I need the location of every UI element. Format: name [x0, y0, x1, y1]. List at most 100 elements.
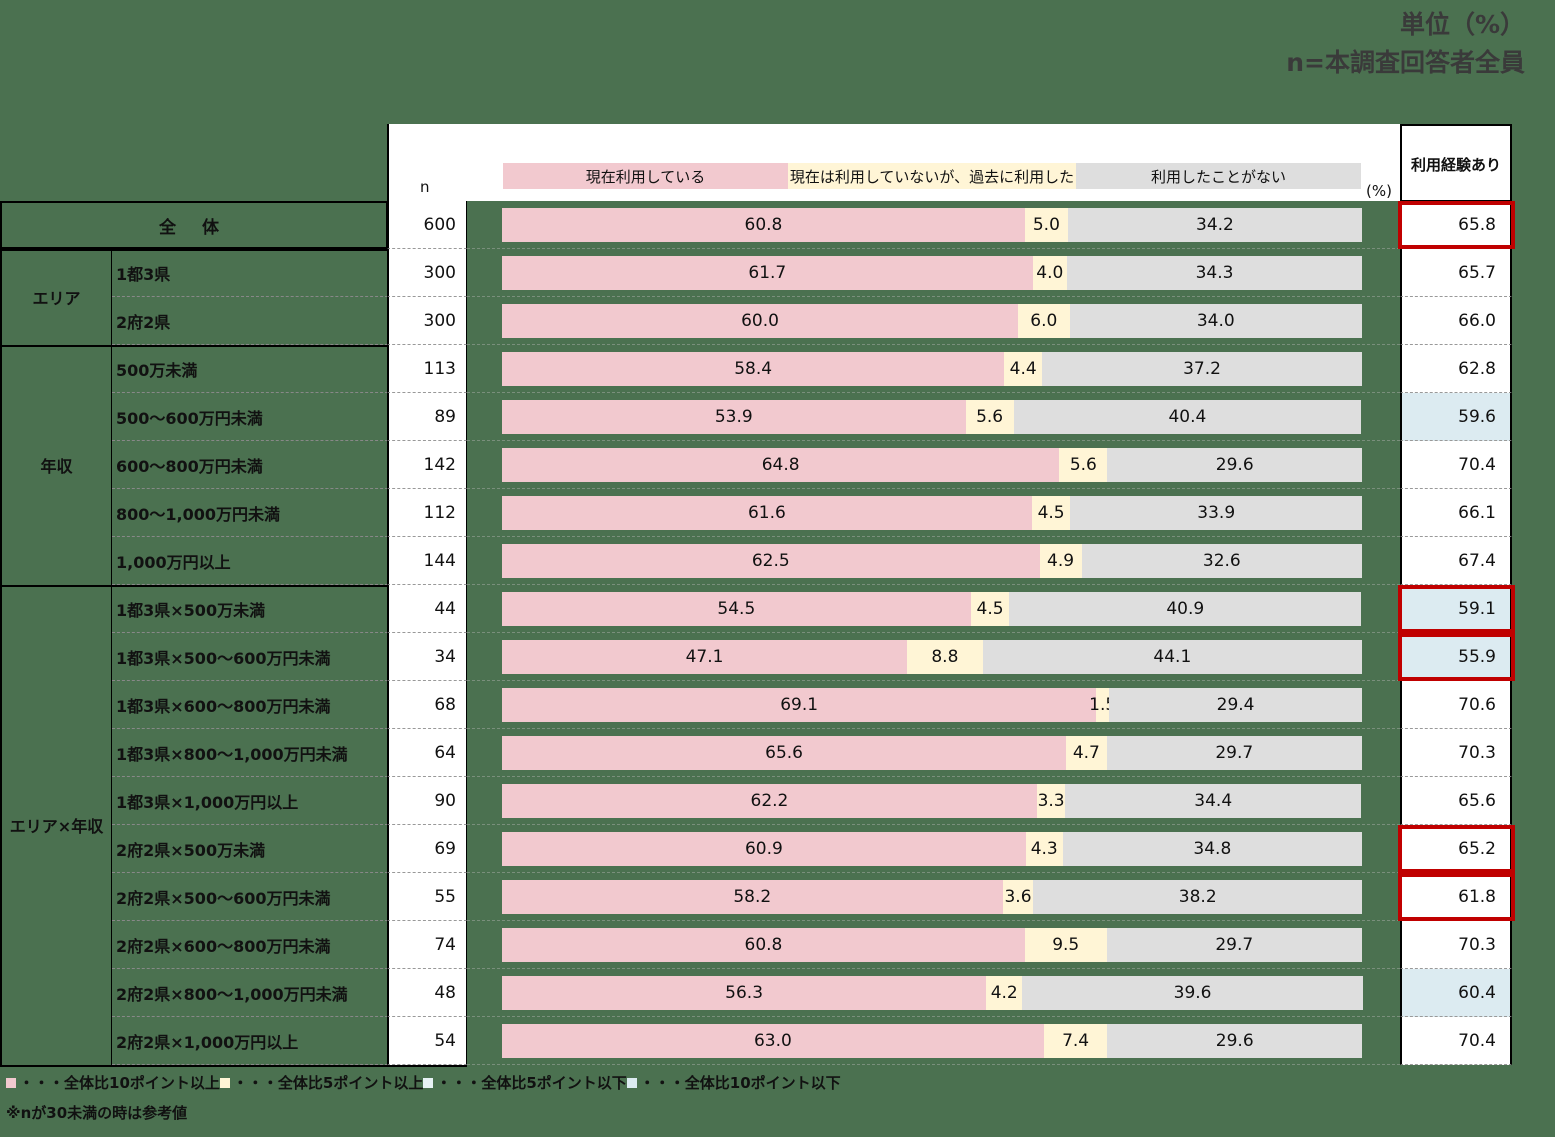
row-label: 1都3県×1,000万円以上 — [112, 777, 388, 825]
row-label: 2府2県×500万未満 — [112, 825, 388, 873]
legend-text: ・・・全体比5ポイント以下 — [436, 1074, 627, 1092]
bar-track: 56.3 4.2 39.6 — [467, 969, 1400, 1017]
bar-segment-3: 34.4 — [1065, 784, 1362, 818]
group-label: 年収 — [0, 345, 112, 585]
n-value: 600 — [387, 201, 467, 249]
bar-segment-3: 40.4 — [1013, 400, 1362, 434]
bar-segment-3: 29.7 — [1106, 928, 1362, 962]
n-value: 69 — [387, 825, 467, 873]
legend-swatch — [6, 1077, 16, 1088]
n-header: n — [420, 178, 430, 196]
row-label: 1,000万円以上 — [112, 537, 388, 585]
experience-value: 65.2 — [1400, 825, 1512, 873]
bar-segment-2: 8.8 — [907, 640, 983, 674]
highlight-box — [1398, 201, 1515, 249]
bar-segment-1: 54.5 — [502, 592, 971, 626]
bar-segment-2: 4.7 — [1066, 736, 1107, 770]
bar-track: 62.2 3.3 34.4 — [467, 777, 1400, 825]
experience-value: 59.6 — [1400, 393, 1512, 441]
bar-segment-2: 7.4 — [1043, 1024, 1108, 1058]
bar-track: 60.8 5.0 34.2 — [467, 201, 1400, 249]
bar-segment-1: 62.5 — [502, 544, 1040, 578]
highlight-box — [1398, 585, 1515, 633]
experience-value: 65.8 — [1400, 201, 1512, 249]
bar-segment-1: 60.0 — [502, 304, 1018, 338]
bar-segment-3: 39.6 — [1022, 976, 1363, 1010]
experience-value: 70.4 — [1400, 1017, 1512, 1065]
bar-segment-1: 61.6 — [502, 496, 1032, 530]
legend-swatch — [219, 1077, 230, 1088]
bar-segment-1: 58.2 — [502, 880, 1003, 914]
bar-track: 63.0 7.4 29.6 — [467, 1017, 1400, 1065]
bar-track: 60.0 6.0 34.0 — [467, 297, 1400, 345]
footer-note: ※nが30未満の時は参考値 — [6, 1104, 188, 1122]
bar-segment-1: 47.1 — [502, 640, 908, 674]
sample-label: n=本調査回答者全員 — [1286, 48, 1525, 77]
bar-track: 61.6 4.5 33.9 — [467, 489, 1400, 537]
row-label: 600～800万円未満 — [112, 441, 388, 489]
legend-text: ・・・全体比5ポイント以上 — [232, 1074, 424, 1092]
bar-segment-1: 53.9 — [502, 400, 966, 434]
bar-segment-3: 44.1 — [982, 640, 1362, 674]
legend-series-1: 現在利用している — [503, 163, 788, 189]
bar-segment-2: 3.6 — [1002, 880, 1034, 914]
row-label: 1都3県×500～600万円未満 — [112, 633, 388, 681]
highlight-box — [1398, 633, 1515, 681]
bar-segment-2: 9.5 — [1024, 928, 1107, 962]
experience-value: 62.8 — [1400, 345, 1512, 393]
row-label: 1都3県×600～800万円未満 — [112, 681, 388, 729]
bar-segment-2: 4.5 — [970, 592, 1010, 626]
footer-legend: ・・・全体比10ポイント以上 ・・・全体比5ポイント以上 ・・・全体比5ポイント以下… — [6, 1072, 841, 1093]
row-label: 1都3県×500万未満 — [112, 585, 388, 633]
bar-segment-1: 69.1 — [502, 688, 1097, 722]
bar-segment-1: 65.6 — [502, 736, 1067, 770]
table-bottom-border — [0, 1065, 467, 1067]
bar-segment-3: 37.2 — [1042, 352, 1362, 386]
bar-segment-1: 58.4 — [502, 352, 1005, 386]
n-value: 48 — [387, 969, 467, 1017]
n-value: 112 — [387, 489, 467, 537]
bar-segment-1: 63.0 — [502, 1024, 1044, 1058]
n-value: 300 — [387, 297, 467, 345]
bar-segment-1: 60.8 — [502, 928, 1025, 962]
bar-segment-1: 56.3 — [502, 976, 987, 1010]
row-label: 800～1,000万円未満 — [112, 489, 388, 537]
experience-header: 利用経験あり — [1400, 124, 1512, 202]
bar-segment-3: 38.2 — [1033, 880, 1362, 914]
n-value: 89 — [387, 393, 467, 441]
bar-segment-2: 1.5 — [1089, 688, 1116, 722]
experience-value: 70.4 — [1400, 441, 1512, 489]
experience-value: 65.6 — [1400, 777, 1512, 825]
n-value: 142 — [387, 441, 467, 489]
bar-segment-2: 4.4 — [1004, 352, 1043, 386]
n-value: 90 — [387, 777, 467, 825]
legend-text: ・・・全体比10ポイント以下 — [639, 1074, 841, 1092]
row-label: 2府2県×800～1,000万円未満 — [112, 969, 388, 1017]
bar-track: 60.8 9.5 29.7 — [467, 921, 1400, 969]
legend-swatch — [423, 1077, 434, 1088]
bar-segment-1: 60.9 — [502, 832, 1026, 866]
bar-track: 47.1 8.8 44.1 — [467, 633, 1400, 681]
n-value: 113 — [387, 345, 467, 393]
row-label: 2府2県 — [112, 297, 388, 345]
bar-segment-3: 33.9 — [1070, 496, 1362, 530]
experience-value: 65.7 — [1400, 249, 1512, 297]
bar-segment-3: 29.4 — [1109, 688, 1362, 722]
bar-track: 58.4 4.4 37.2 — [467, 345, 1400, 393]
bar-track: 53.9 5.6 40.4 — [467, 393, 1400, 441]
n-value: 144 — [387, 537, 467, 585]
group-divider — [0, 585, 388, 587]
group-label: エリア×年収 — [0, 585, 112, 1065]
experience-value: 70.3 — [1400, 921, 1512, 969]
bar-track: 54.5 4.5 40.9 — [467, 585, 1400, 633]
bar-segment-3: 29.7 — [1106, 736, 1362, 770]
experience-value: 70.6 — [1400, 681, 1512, 729]
legend-series-2: 現在は利用していないが、過去に利用した — [788, 163, 1076, 189]
group-label: エリア — [0, 249, 112, 345]
bar-track: 61.7 4.0 34.3 — [467, 249, 1400, 297]
bar-segment-1: 60.8 — [502, 208, 1025, 242]
bar-segment-2: 4.3 — [1025, 832, 1063, 866]
bar-segment-1: 64.8 — [502, 448, 1060, 482]
bar-segment-2: 6.0 — [1018, 304, 1070, 338]
bar-segment-3: 29.6 — [1107, 448, 1362, 482]
